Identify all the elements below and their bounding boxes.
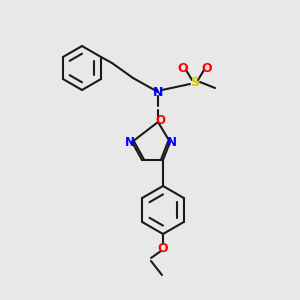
Text: N: N [153, 85, 163, 98]
Text: N: N [167, 136, 177, 148]
Text: O: O [158, 242, 168, 254]
Text: O: O [202, 61, 212, 74]
Text: S: S [190, 76, 200, 88]
Text: O: O [178, 61, 188, 74]
Text: N: N [125, 136, 135, 148]
Text: O: O [155, 115, 165, 128]
